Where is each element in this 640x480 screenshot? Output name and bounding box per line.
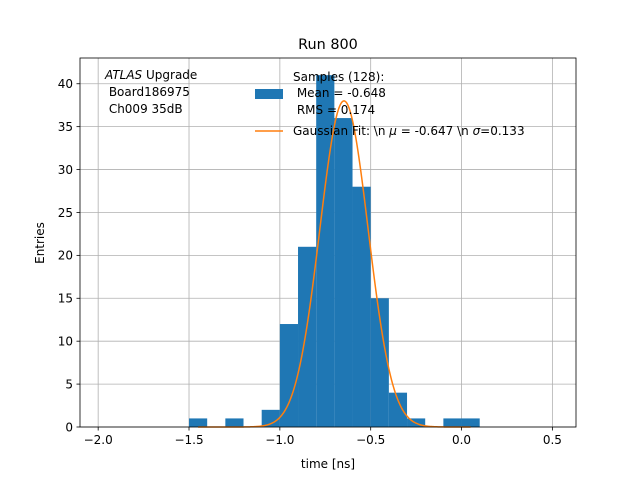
legend-hist-swatch (255, 89, 283, 99)
legend-fit-label: Gaussian Fit: \n μ = -0.647 \n σ=0.133 (293, 124, 525, 138)
x-tick-label: −1.0 (265, 433, 294, 447)
annotation-channel: Ch009 35dB (105, 102, 183, 116)
histogram-bar (370, 298, 389, 427)
y-tick-label: 20 (58, 249, 73, 263)
plot-frame (79, 57, 577, 428)
legend-hist-line-2: Mean = -0.648 (293, 86, 386, 100)
y-tick-label: 0 (65, 420, 73, 434)
x-tick-label: 0.0 (452, 433, 471, 447)
legend-fit-prefix: Gaussian Fit: \n (293, 124, 389, 138)
histogram-bar (279, 324, 299, 427)
chart-title: Run 800 (298, 37, 358, 53)
legend-fit-mu: μ (388, 124, 397, 138)
histogram-bar (334, 118, 353, 428)
histogram-bar (316, 75, 335, 428)
x-tick-label: −0.5 (356, 433, 385, 447)
legend-fit-sigma-value: =0.133 (480, 124, 524, 138)
y-tick-label: 30 (58, 163, 73, 177)
histogram-bars (189, 75, 480, 428)
legend-hist-line-1: Samples (128): (293, 70, 384, 84)
legend-fit-sigma: σ (473, 124, 481, 138)
y-tick-label: 15 (58, 292, 73, 306)
legend-fit-mu-value: = -0.647 \n (397, 124, 473, 138)
histogram-bar (352, 186, 371, 427)
y-axis-label: Entries (33, 222, 47, 264)
histogram-bar (461, 418, 480, 427)
histogram-bar (261, 409, 280, 427)
x-axis-ticks: −2.0 −1.5 −1.0 −0.5 0.0 0.5 (84, 427, 562, 447)
x-tick-label: −1.5 (174, 433, 203, 447)
y-tick-label: 40 (58, 77, 73, 91)
y-tick-label: 10 (58, 334, 73, 348)
x-tick-label: 0.5 (543, 433, 562, 447)
atlas-annotation: ATLAS Upgrade Board186975 Ch009 35dB (104, 68, 197, 116)
x-tick-label: −2.0 (84, 433, 113, 447)
y-tick-label: 5 (65, 377, 73, 391)
legend-hist-line-3: RMS = 0.174 (293, 103, 375, 117)
histogram-bar (298, 246, 317, 427)
annotation-upgrade: Upgrade (142, 68, 197, 82)
histogram-bar (388, 392, 408, 427)
histogram-bar (189, 418, 208, 427)
x-axis-label: time [ns] (301, 457, 355, 471)
legend: Samples (128): Mean = -0.648 RMS = 0.174… (255, 70, 525, 138)
annotation-line-1: ATLAS Upgrade (104, 68, 197, 82)
histogram-bar (443, 418, 462, 427)
y-axis-ticks: 0 5 10 15 20 25 30 35 40 (58, 77, 80, 434)
y-tick-label: 25 (58, 206, 73, 220)
annotation-atlas: ATLAS (104, 68, 143, 82)
y-tick-label: 35 (58, 120, 73, 134)
annotation-board: Board186975 (105, 85, 190, 99)
histogram-bar (225, 418, 244, 427)
